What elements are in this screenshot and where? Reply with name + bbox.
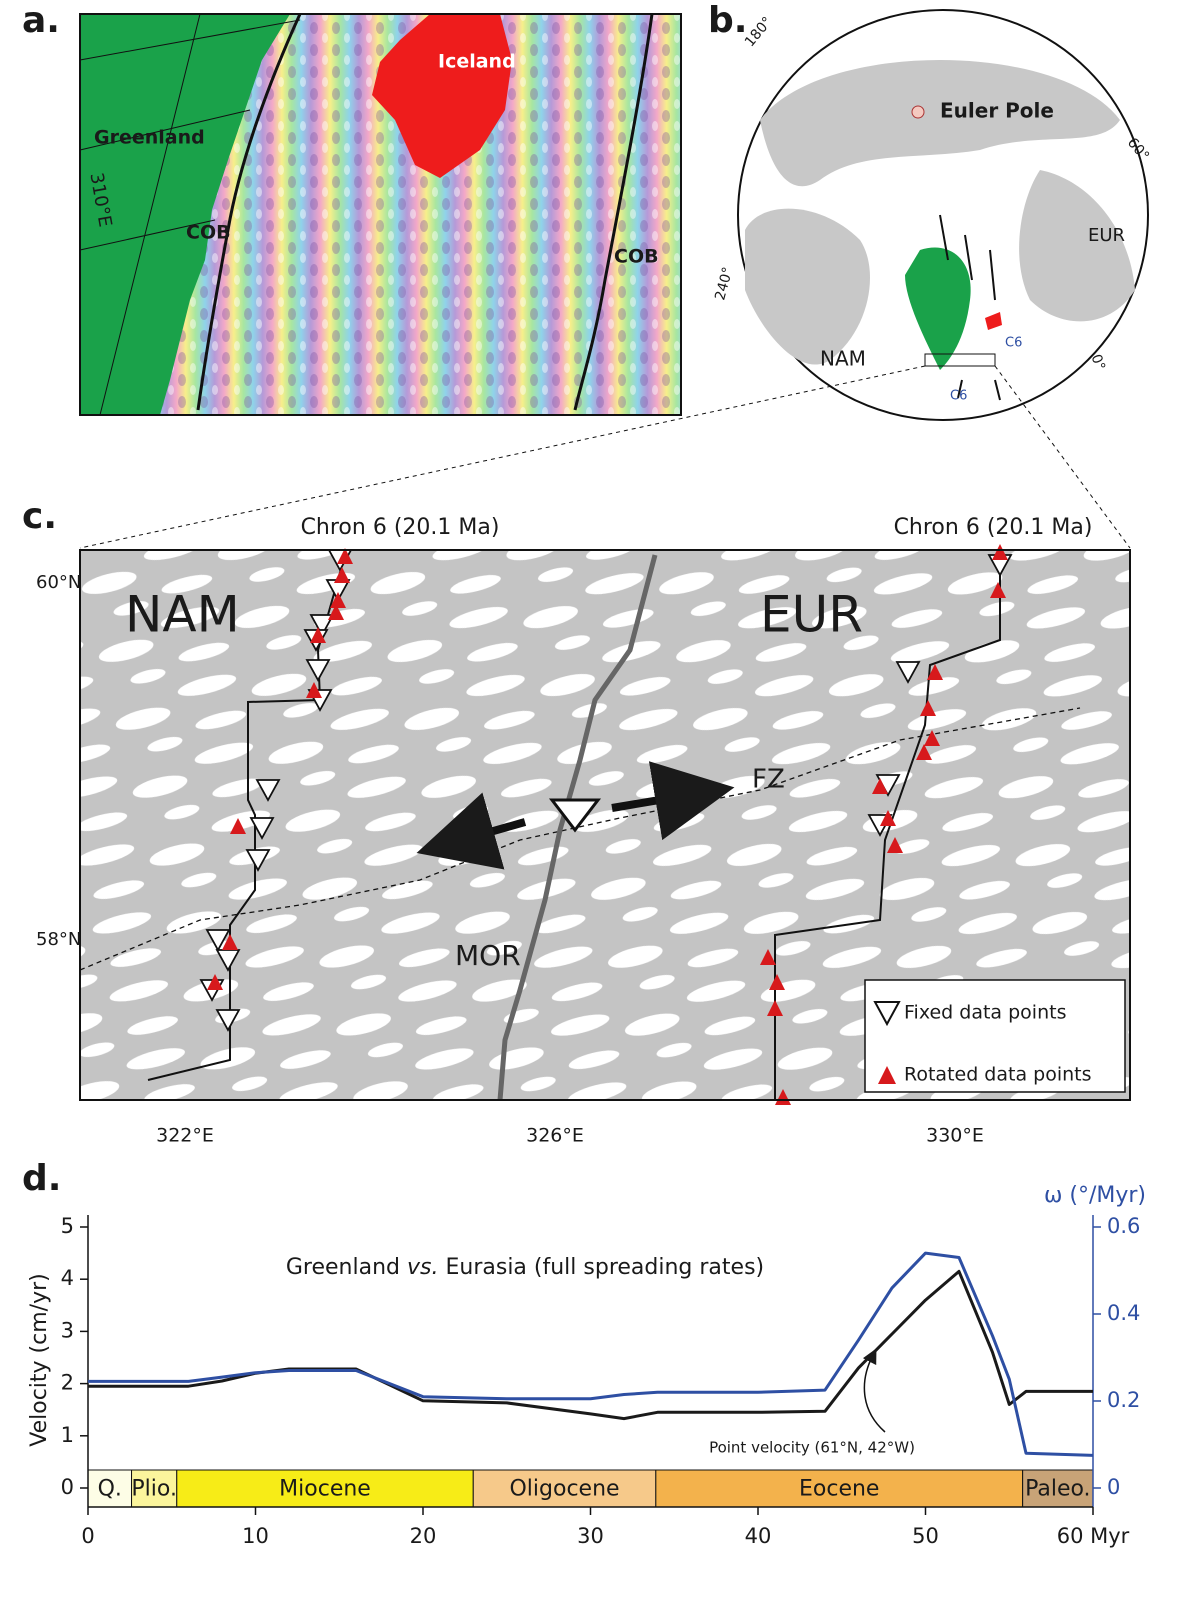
series-line	[88, 1253, 1093, 1455]
lon-label: 330°E	[926, 1125, 984, 1147]
plate-label: NAM	[125, 586, 240, 644]
title-part: Eurasia (full spreading rates)	[445, 1255, 764, 1280]
panel-label: d.	[22, 1158, 61, 1199]
epoch-label: Oligocene	[509, 1477, 619, 1502]
map-label: C6	[950, 389, 967, 404]
y-tick-label: 0	[61, 1475, 74, 1499]
title-part: vs.	[407, 1255, 438, 1280]
euler-pole-marker	[912, 106, 924, 118]
y-tick-label: 1	[61, 1423, 74, 1447]
map-label: Euler Pole	[940, 99, 1054, 123]
page: { "panel_a": {"label": "a.", "greenland"…	[0, 0, 1185, 1608]
y-tick-label: 5	[61, 1214, 74, 1238]
x-tick-label: 10	[242, 1524, 269, 1548]
legend-label: Rotated data points	[904, 1064, 1092, 1086]
chart-title: Greenland vs. Eurasia (full spreading ra…	[286, 1255, 764, 1280]
y-tick-label: 3	[61, 1318, 74, 1342]
map-label: C6	[1005, 336, 1022, 351]
map-label: Iceland	[438, 51, 516, 73]
x-tick-label: 0	[81, 1524, 94, 1548]
figure: a. Greenland Iceland COB COB 310°E b. Eu…	[0, 0, 1185, 1608]
y2-tick-label: 0.6	[1107, 1214, 1140, 1238]
x-tick-label: 50	[912, 1524, 939, 1548]
plate-label: EUR	[760, 586, 863, 644]
lon-label: 322°E	[156, 1125, 214, 1147]
y-tick-label: 4	[61, 1266, 74, 1290]
series-line	[88, 1271, 1093, 1418]
epoch-label: Plio.	[131, 1477, 177, 1502]
map-label: Greenland	[94, 127, 205, 149]
lat-label: 58°N	[36, 929, 81, 950]
annotation: Point velocity (61°N, 42°W)	[709, 1439, 915, 1457]
y2-tick-label: 0	[1107, 1475, 1120, 1499]
x-tick-label: 40	[745, 1524, 772, 1548]
map-label: FZ	[752, 765, 785, 795]
y-axis-label: Velocity (cm/yr)	[27, 1273, 52, 1446]
lat-label: 60°N	[36, 572, 81, 593]
chron-label: Chron 6 (20.1 Ma)	[894, 515, 1093, 540]
epoch-label: Paleo.	[1025, 1477, 1090, 1502]
y-tick-label: 2	[61, 1371, 74, 1395]
x-tick-label: 30	[577, 1524, 604, 1548]
y2-axis-label: ω (°/Myr)	[1044, 1183, 1146, 1208]
epoch-label: Miocene	[279, 1477, 371, 1502]
map-label: COB	[186, 222, 231, 244]
lon-label: 326°E	[526, 1125, 584, 1147]
legend-label: Fixed data points	[904, 1002, 1066, 1024]
panel-label: b.	[708, 0, 747, 41]
x-tick-label: 20	[410, 1524, 437, 1548]
annotation-arrow	[864, 1355, 885, 1432]
x-tick-label: 60 Myr	[1057, 1524, 1130, 1548]
panel-label: c.	[22, 496, 57, 537]
panel-label: a.	[22, 0, 60, 41]
map-label: EUR	[1088, 225, 1125, 246]
title-part: Greenland	[286, 1255, 400, 1280]
map-label: MOR	[455, 939, 521, 972]
map-label: NAM	[820, 347, 866, 371]
epoch-label: Q.	[98, 1477, 122, 1502]
chron-label: Chron 6 (20.1 Ma)	[301, 515, 500, 540]
y2-tick-label: 0.2	[1107, 1388, 1140, 1412]
y2-tick-label: 0.4	[1107, 1301, 1140, 1325]
lon-label: 240°	[712, 265, 736, 302]
epoch-label: Eocene	[799, 1477, 879, 1502]
map-label: COB	[614, 246, 659, 268]
